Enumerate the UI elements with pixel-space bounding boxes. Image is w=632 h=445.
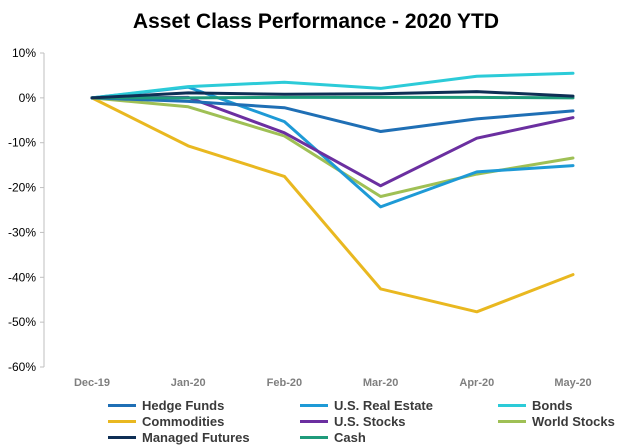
legend-label: Cash — [334, 429, 366, 445]
series-line-managed-futures — [90, 90, 575, 100]
y-tick-label: -50% — [8, 315, 36, 329]
legend-swatch — [108, 435, 136, 439]
y-tick-label: 10% — [12, 46, 36, 60]
series-line-commodities — [90, 96, 575, 314]
legend-label: Managed Futures — [142, 429, 250, 445]
x-tick-label: Dec-19 — [74, 377, 110, 389]
chart-title: Asset Class Performance - 2020 YTD — [132, 10, 500, 33]
legend-item: Bonds — [498, 397, 572, 413]
legend-item: U.S. Real Estate — [300, 397, 433, 413]
legend-item: Managed Futures — [108, 429, 250, 445]
y-tick-label: -40% — [8, 270, 36, 284]
legend-swatch — [300, 419, 328, 423]
legend-swatch — [108, 419, 136, 423]
legend-swatch — [300, 403, 328, 407]
legend-label: Hedge Funds — [142, 397, 225, 413]
x-tick-label: May-20 — [554, 377, 591, 389]
series-line-hedge-funds — [90, 96, 575, 133]
series-line-cash — [90, 95, 575, 100]
x-tick-label: Mar-20 — [363, 377, 398, 389]
y-tick-label: 0% — [19, 91, 37, 105]
legend-swatch — [498, 403, 526, 407]
legend-label: Bonds — [532, 397, 573, 413]
legend-swatch — [300, 435, 328, 439]
legend-swatch — [498, 419, 526, 423]
series-line-world-stocks — [90, 96, 575, 198]
legend-swatch — [108, 403, 136, 407]
series-line-bonds — [90, 71, 575, 100]
legend-item: Cash — [300, 429, 366, 445]
x-tick-label: Feb-20 — [267, 377, 302, 389]
legend-item: Commodities — [108, 413, 224, 429]
legend-label: U.S. Real Estate — [334, 397, 433, 413]
y-tick-label: -20% — [8, 181, 36, 195]
legend-item: World Stocks — [498, 413, 615, 429]
y-tick-label: -10% — [8, 136, 36, 150]
y-tick-label: -60% — [8, 360, 36, 374]
x-tick-label: Jan-20 — [171, 377, 206, 389]
legend-item: U.S. Stocks — [300, 413, 406, 429]
legend-label: U.S. Stocks — [334, 413, 406, 429]
legend-label: World Stocks — [532, 413, 615, 429]
legend-item: Hedge Funds — [108, 397, 224, 413]
legend-label: Commodities — [142, 413, 225, 429]
series-line-u-s-stocks — [90, 95, 575, 188]
plot-area: 10% 0% -10% -20% -30% -40% -50% -60% Dec-19 Jan-2… — [8, 46, 592, 389]
x-tick-label: Apr-20 — [459, 377, 494, 389]
y-tick-label: -30% — [8, 225, 36, 239]
legend: Hedge Funds U.S. Real Estate Bonds Commodit… — [0, 395, 632, 445]
